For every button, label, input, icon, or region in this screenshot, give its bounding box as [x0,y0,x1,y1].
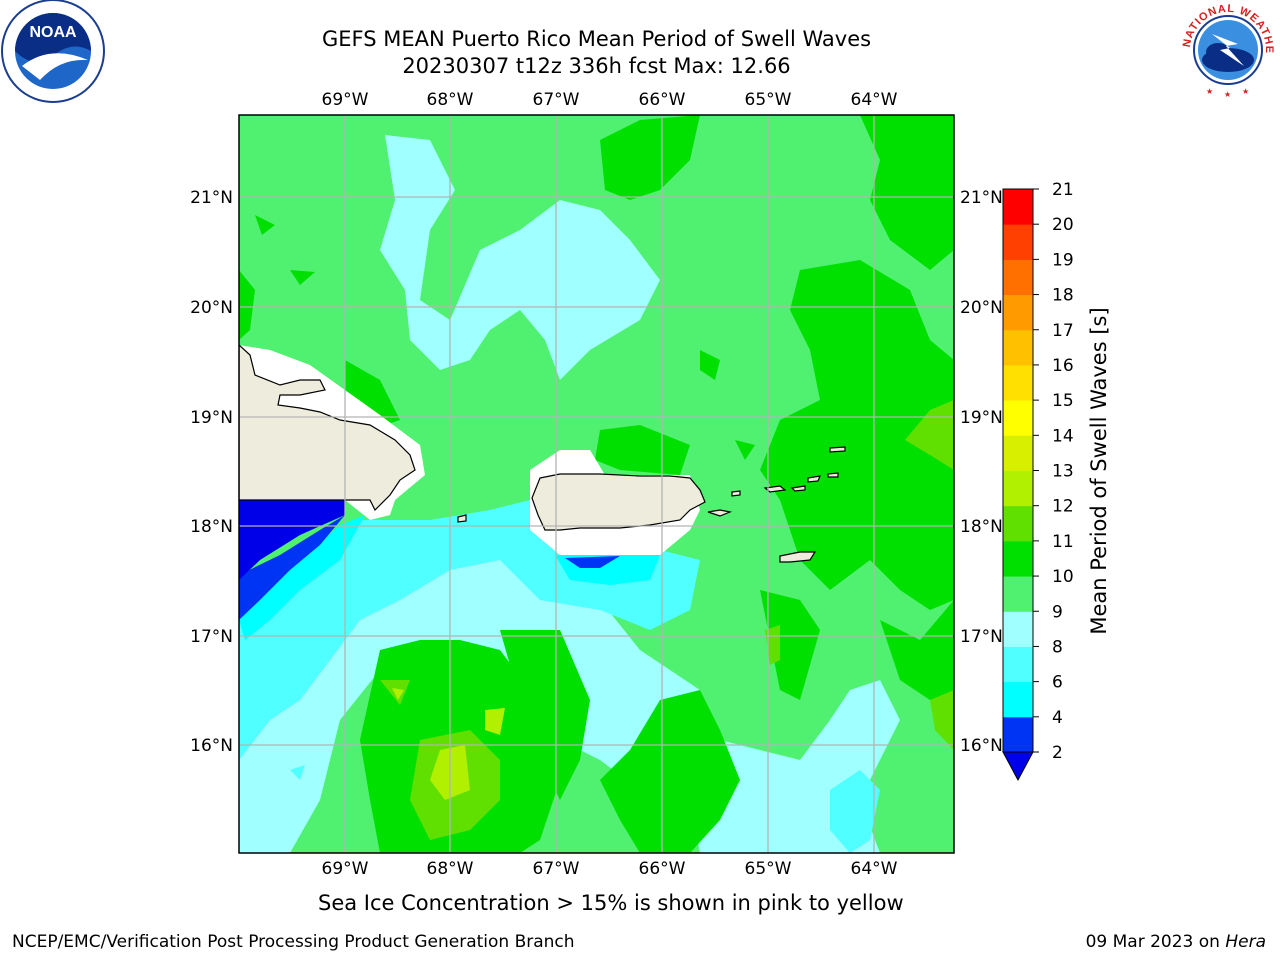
mona-island [457,514,467,523]
lat-label: 17°N [190,627,233,647]
swell-period-field [239,115,954,853]
field-2-4 [239,515,620,620]
colorbar-tick-label: 11 [1052,532,1074,552]
lat-label: 16°N [960,736,1003,756]
colorbar-segment [1003,294,1033,331]
lat-label: 19°N [960,408,1003,428]
nws-logo: NATIONAL WEATHER SERVICE ★ ★ ★ [1172,0,1280,100]
lat-labels-left: 21°N 20°N 19°N 18°N 17°N 16°N [190,188,233,756]
colorbar-tick-label: 14 [1052,426,1074,446]
colorbar-tick-label: 16 [1052,356,1074,376]
hispaniola [239,344,416,512]
colorbar-tick-label: 13 [1052,462,1074,482]
lon-labels-top: 69°W 68°W 67°W 66°W 65°W 64°W [322,90,898,110]
colorbar-segment [1003,646,1033,683]
anegada [829,446,846,453]
lon-label: 64°W [851,90,898,110]
colorbar-segment [1003,505,1033,542]
lat-label: 18°N [190,517,233,537]
map-subtitle: 20230307 t12z 336h fcst Max: 12.66 [402,54,791,78]
lat-label: 20°N [190,298,233,318]
colorbar-segment [1003,435,1033,471]
noaa-logo: NOAA [0,0,106,104]
lon-label: 66°W [639,90,686,110]
lon-labels-bottom: 69°W 68°W 67°W 66°W 65°W 64°W [322,859,898,879]
colorbar-tick-label: 12 [1052,497,1074,517]
colorbar-segment [1003,540,1033,577]
svg-text:★: ★ [1242,87,1249,96]
colorbar-tick-label: 15 [1052,391,1074,411]
culebra [731,490,741,497]
lon-label: 69°W [322,90,369,110]
colorbar-tick-label: 19 [1052,250,1074,270]
colorbar-segment [1003,681,1033,718]
svg-text:★: ★ [1224,90,1231,99]
tortola [807,475,821,483]
colorbar-segment [1003,400,1033,436]
colorbar-segment [1003,611,1033,647]
lon-label: 67°W [533,859,580,879]
colorbar-tick-label: 8 [1052,637,1063,657]
lon-label: 66°W [639,859,686,879]
lat-label: 19°N [190,408,233,428]
lon-label: 68°W [427,859,474,879]
colorbar-segment [1003,259,1033,296]
lon-label: 69°W [322,859,369,879]
footer-date-text: 09 Mar 2023 on [1085,932,1226,952]
lat-label: 18°N [960,517,1003,537]
svg-text:★: ★ [1206,87,1213,96]
colorbar-tick-label: 18 [1052,286,1074,306]
colorbar-tick-label: 9 [1052,602,1063,622]
colorbar-tick-label: 4 [1052,708,1063,728]
footer-credit: NCEP/EMC/Verification Post Processing Pr… [12,932,575,952]
colorbar-tick-label: 6 [1052,673,1063,693]
footer-date: 09 Mar 2023 on Hera [1086,932,1266,952]
colorbar-label: Mean Period of Swell Waves [s] [1087,307,1111,634]
colorbar-tick-label: 2 [1052,743,1063,763]
colorbar-segment [1003,189,1033,225]
field-10-11 [239,115,954,853]
st-john [790,485,806,492]
lat-labels-right: 21°N 20°N 19°N 18°N 17°N 16°N [960,188,1003,756]
lon-label: 64°W [851,859,898,879]
virgin-gorda [827,472,839,478]
lat-label: 20°N [960,298,1003,318]
lat-label: 21°N [190,188,233,208]
colorbar-tick-label: 20 [1052,215,1074,235]
colorbar-tick-label: 21 [1052,180,1074,200]
map-frame [238,114,955,854]
lon-label: 65°W [745,859,792,879]
colorbar-segment [1003,224,1033,260]
colorbar-tick-label: 10 [1052,567,1074,587]
sea-ice-note-text: Sea Ice Concentration > 15% is shown in … [318,891,904,915]
colorbar-extend-arrow [1002,751,1034,782]
footer-machine: Hera [1225,932,1266,952]
field-under-2 [239,500,345,580]
colorbar-tick-label: 17 [1052,321,1074,341]
map-title: GEFS MEAN Puerto Rico Mean Period of Swe… [321,27,872,51]
colorbar-segment [1003,329,1033,366]
noaa-logo-text: NOAA [29,24,77,41]
lat-label: 17°N [960,627,1003,647]
vieques [707,509,733,517]
st-croix [779,551,817,563]
graticule [239,115,954,853]
colorbar-segment [1003,716,1033,753]
colorbar-segment [1003,470,1033,507]
lon-label: 65°W [745,90,792,110]
colorbar-segment [1003,576,1033,612]
colorbar-segment [1003,364,1033,401]
lon-label: 68°W [427,90,474,110]
lat-label: 21°N [960,188,1003,208]
lon-label: 67°W [533,90,580,110]
colorbar: 2 4 6 8 9 10 11 12 13 14 15 16 17 18 19 20 21 [1002,180,1074,782]
lat-label: 16°N [190,736,233,756]
